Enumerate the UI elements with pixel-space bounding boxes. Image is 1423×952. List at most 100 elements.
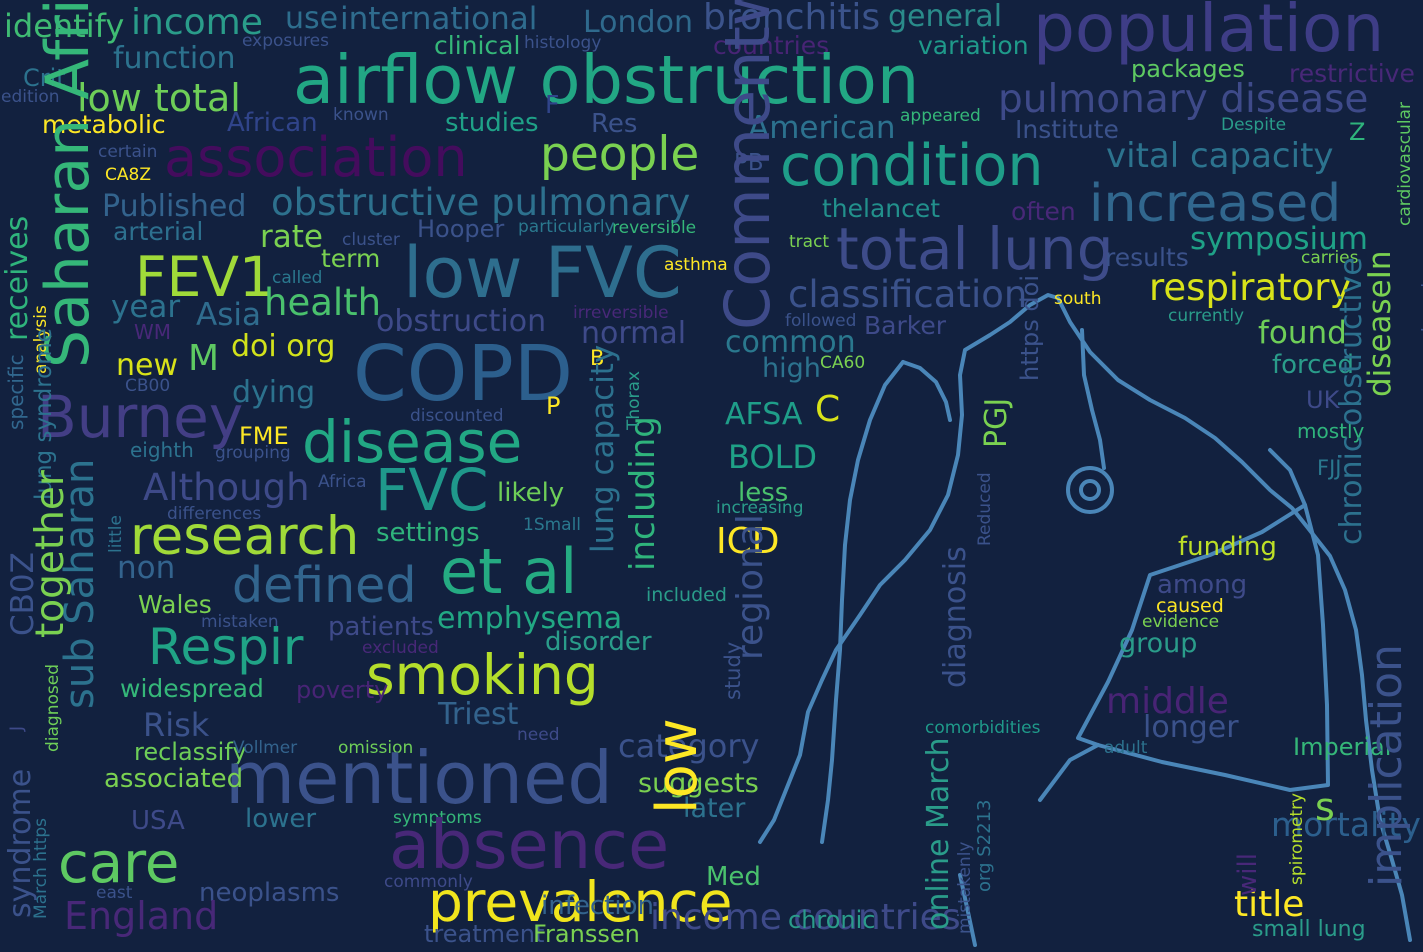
word-symptoms: symptoms: [393, 808, 482, 828]
word-commentwww: Commentwww: [711, 0, 784, 330]
word-afsa: AFSA: [725, 397, 803, 432]
word-s: s: [1315, 785, 1335, 829]
word-africa: Africa: [318, 472, 367, 492]
word-triest: Triest: [438, 697, 519, 732]
word-b: B: [590, 346, 605, 370]
word-called: called: [272, 268, 323, 288]
word-settings: settings: [376, 518, 480, 548]
word-will: will: [1233, 853, 1263, 896]
word-vollmer: Vollmer: [233, 738, 298, 758]
word-increasing: increasing: [716, 498, 804, 518]
word-pulmonary-disease: pulmonary disease: [998, 77, 1369, 122]
word-associated: associated: [104, 764, 244, 794]
word-defined: defined: [232, 557, 417, 614]
word-fme: FME: [239, 422, 289, 450]
word-low-fvc: low FVC: [403, 232, 682, 314]
word-omission: omission: [338, 738, 414, 758]
word-research: research: [130, 506, 360, 567]
word-ca8z: CA8Z: [105, 165, 151, 185]
word-carries: carries: [1301, 248, 1359, 268]
word-imperial: Imperial: [1293, 733, 1392, 761]
word-term: term: [321, 244, 381, 273]
word-mistakenly: mistakenly: [955, 841, 975, 934]
word-adult: adult: [1104, 738, 1148, 758]
word-currently: currently: [1168, 306, 1245, 326]
word-barker: Barker: [864, 311, 946, 340]
word-disorder: disorder: [545, 627, 652, 657]
word-restrictive: restrictive: [1289, 59, 1415, 88]
word-classification: classification: [788, 273, 1028, 316]
word-reversible: reversible: [612, 218, 697, 238]
word-exposures: exposures: [242, 31, 329, 51]
word-diagnosed: diagnosed: [43, 663, 63, 752]
headphone-ear-cup: [1066, 466, 1114, 514]
word-treatment: treatment: [424, 920, 545, 948]
word-thorax: Thorax: [624, 370, 644, 430]
word-symposium: symposium: [1190, 221, 1368, 257]
word-use: use: [285, 1, 339, 36]
word-prevalence: prevalence: [428, 870, 733, 934]
word-low-total: low total: [77, 76, 241, 120]
word-diseasein: diseaseIn: [1362, 250, 1398, 397]
word-known: known: [333, 105, 389, 125]
word-despite: Despite: [1221, 115, 1287, 135]
word-asthma: asthma: [664, 255, 728, 275]
word-p: P: [546, 392, 561, 420]
word-et-al: et al: [440, 535, 578, 608]
word-respir: Respir: [148, 618, 304, 676]
word-doi-org: doi org: [231, 329, 336, 364]
word-differences: differences: [167, 504, 262, 524]
word-common: common: [725, 325, 856, 360]
word-variation: variation: [918, 31, 1029, 60]
word-association: association: [164, 126, 468, 189]
word-care: care: [58, 831, 180, 896]
word-often: often: [1011, 197, 1076, 226]
word-mostly: mostly: [1297, 419, 1365, 443]
word-non: non: [117, 550, 176, 586]
word-spirometry: spirometry: [1287, 792, 1307, 885]
mask-strap-left: [1038, 743, 1100, 802]
word-study: study: [721, 641, 745, 700]
word-rate: rate: [260, 219, 323, 255]
word-icd: ICD: [716, 521, 780, 562]
word-among: among: [1157, 570, 1248, 600]
word-year: year: [111, 289, 181, 325]
mask-strap-right: [1268, 448, 1307, 507]
word-grouping: grouping: [215, 443, 291, 463]
arm-outline: [820, 360, 905, 844]
word-fvc: FVC: [375, 456, 489, 524]
word-disease: disease: [302, 408, 523, 476]
word-emphysema: emphysema: [437, 601, 623, 636]
word-cb00: CB00: [125, 376, 171, 396]
word-appeared: appeared: [900, 106, 981, 126]
word-asia: Asia: [196, 297, 261, 333]
word-followed: followed: [785, 311, 857, 331]
word-england: England: [64, 894, 219, 938]
word-results: results: [1105, 243, 1189, 272]
word-general: general: [888, 0, 1003, 34]
word-caused: caused: [1156, 595, 1224, 617]
figure-outline: [758, 293, 1412, 942]
word-longer: longer: [1143, 710, 1239, 745]
word-excluded: excluded: [362, 638, 439, 658]
word-pb: PB: [734, 150, 764, 176]
word-people: people: [540, 127, 700, 182]
word-title: title: [1234, 884, 1305, 925]
headphone-cable: [1080, 328, 1106, 470]
word-ca60: CA60: [820, 353, 866, 373]
word-american: American: [748, 110, 896, 146]
word-reclassify: reclassify: [134, 738, 247, 766]
word-evidence: evidence: [1142, 612, 1220, 632]
word-including: including: [623, 416, 663, 571]
word-bronchitis: bronchitis: [703, 0, 881, 38]
word-suggests: suggests: [638, 768, 759, 799]
word-z: Z: [1349, 118, 1366, 146]
word-little: little: [106, 515, 126, 553]
word-tract: tract: [789, 232, 830, 252]
word-london: London: [583, 5, 693, 40]
word-commonly: commonly: [384, 872, 473, 892]
word-respiratory: respiratory: [1149, 266, 1352, 309]
word-infection: infection: [541, 891, 654, 921]
word-diagnosis: diagnosis: [938, 546, 973, 688]
word-low: low: [645, 718, 710, 814]
